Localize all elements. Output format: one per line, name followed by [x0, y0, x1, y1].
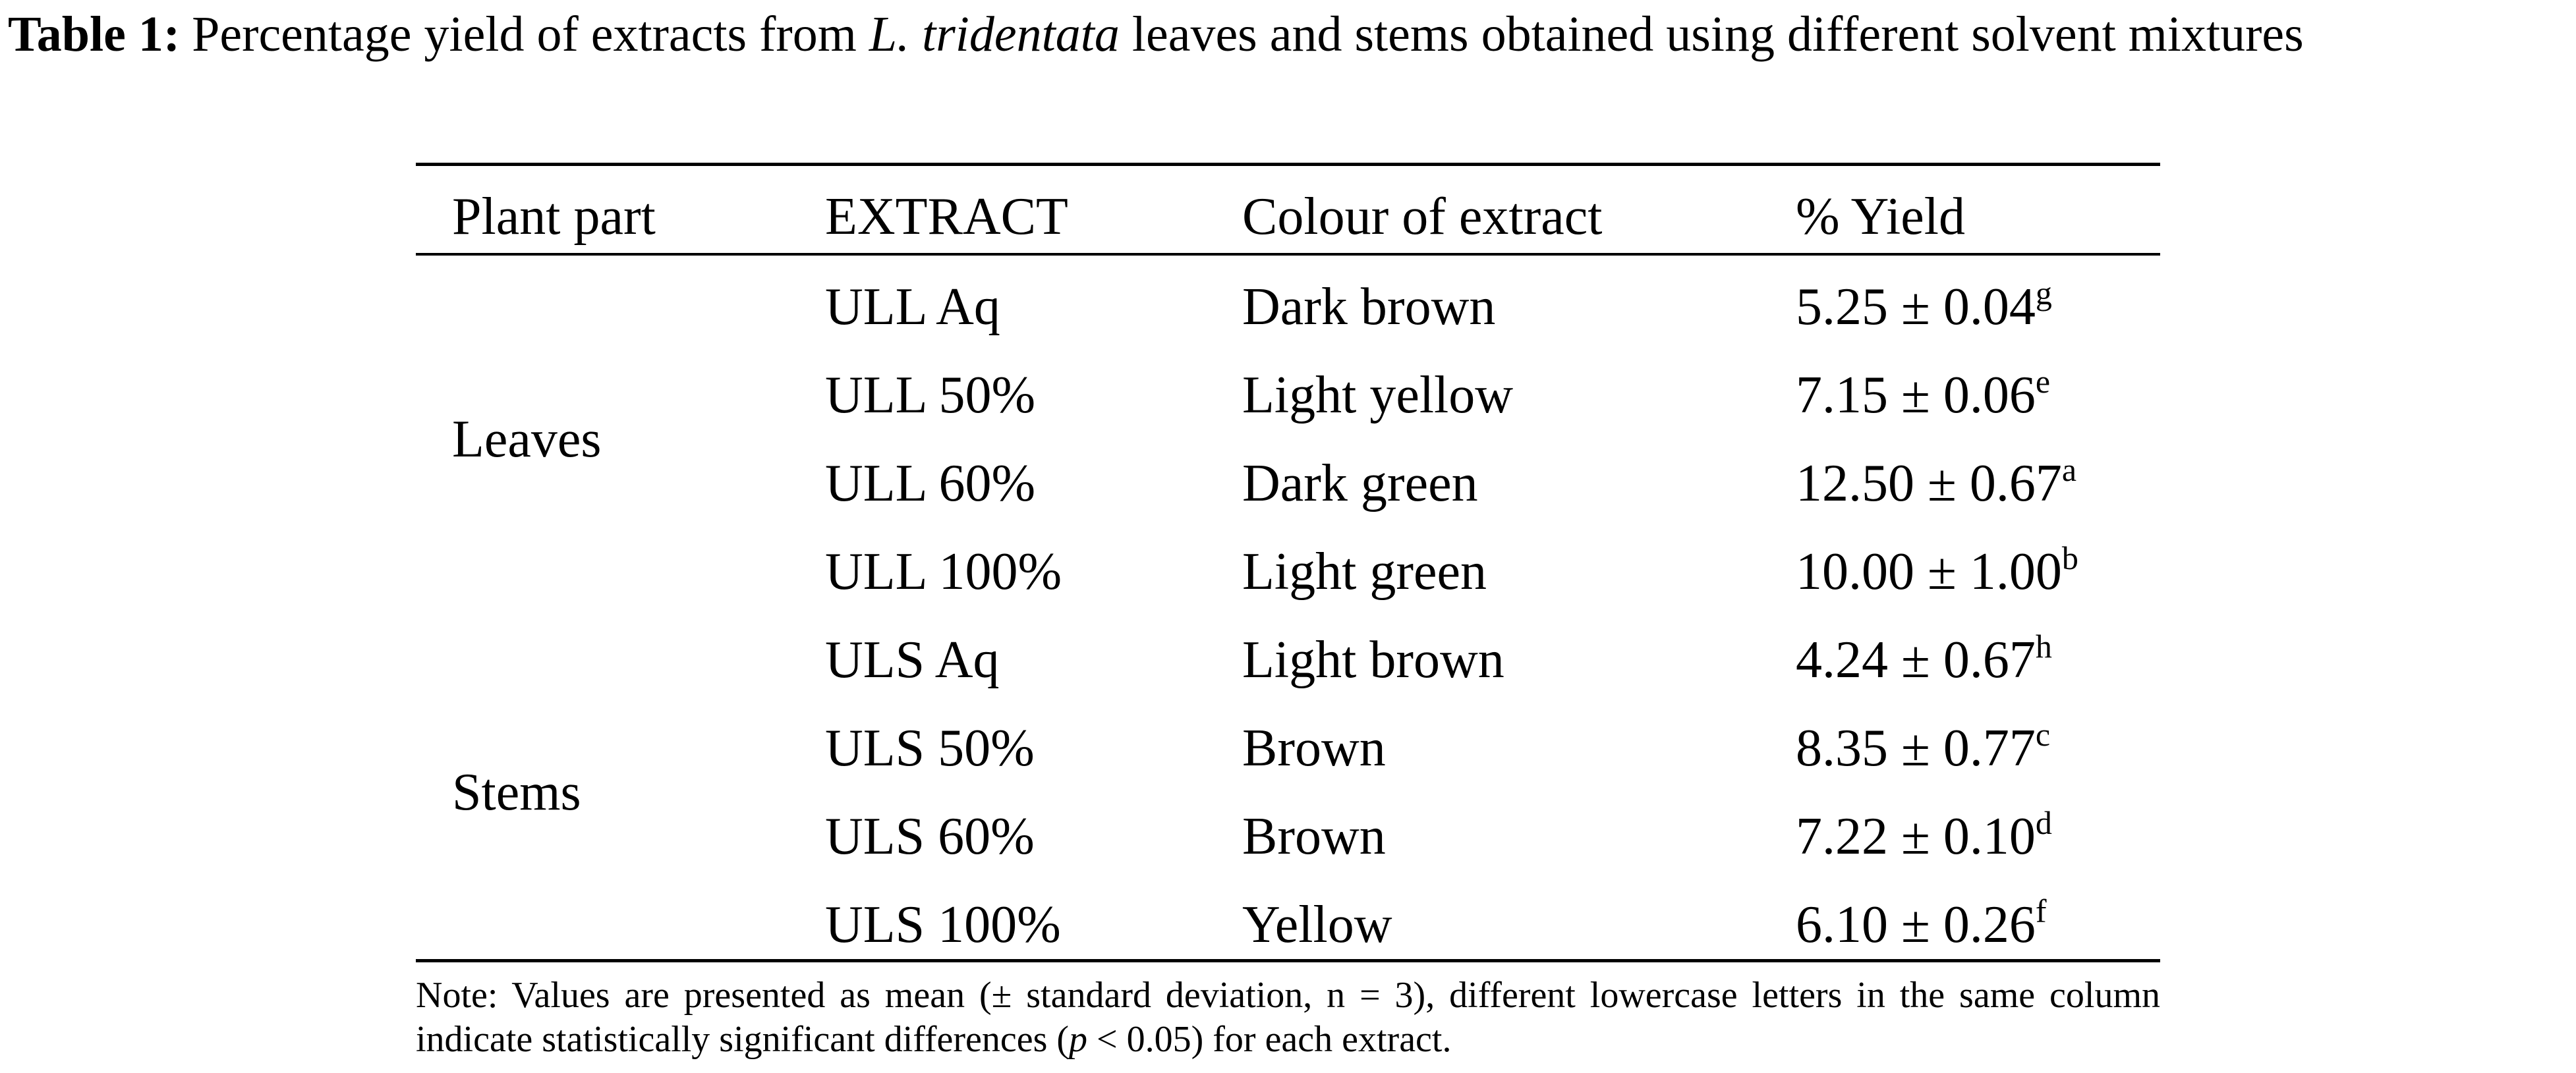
yield-cell: 12.50 ± 0.67a: [1796, 451, 2076, 516]
yield-cell: 4.24 ± 0.67h: [1796, 627, 2052, 693]
colour: Light yellow: [1242, 366, 1514, 424]
yield-cell: 5.25 ± 0.04g: [1796, 274, 2052, 340]
yield-cell: 10.00 ± 1.00b: [1796, 539, 2078, 605]
colour: Brown: [1242, 808, 1386, 866]
plant-part: Stems: [452, 763, 581, 821]
colour: Dark green: [1242, 454, 1478, 512]
yield: 7.22 ± 0.10: [1796, 808, 2036, 866]
yield: 10.00 ± 1.00: [1796, 543, 2062, 601]
yield: 12.50 ± 0.67: [1796, 454, 2062, 512]
extract: ULS Aq: [825, 631, 1000, 689]
yield: 7.15 ± 0.06: [1796, 366, 2036, 424]
note-text: < 0.05) for each extract.: [1087, 1019, 1452, 1060]
significance-letter: b: [2061, 539, 2078, 576]
significance-letter: d: [2035, 804, 2052, 841]
note-p: p: [1069, 1019, 1088, 1060]
plant-part: Leaves: [452, 410, 602, 468]
significance-letter: e: [2035, 363, 2051, 400]
bottom-rule: [416, 959, 2160, 962]
significance-letter: f: [2035, 893, 2047, 929]
header-rule: [416, 253, 2160, 256]
extract: ULL 50%: [825, 366, 1036, 424]
yield: 5.25 ± 0.04: [1796, 278, 2036, 336]
table-note: Note: Values are presented as mean (± st…: [416, 974, 2160, 1062]
column-header: Plant part: [452, 188, 656, 246]
yield: 4.24 ± 0.67: [1796, 631, 2036, 689]
yield: 6.10 ± 0.26: [1796, 896, 2036, 954]
column-header: EXTRACT: [825, 188, 1068, 246]
colour: Light green: [1242, 543, 1487, 601]
colour: Dark brown: [1242, 278, 1496, 336]
significance-letter: h: [2035, 628, 2052, 665]
column-header: Colour of extract: [1242, 188, 1603, 246]
top-rule: [416, 163, 2160, 166]
colour: Yellow: [1242, 896, 1392, 954]
caption: Table 1: Percentage yield of extracts fro…: [8, 0, 2568, 69]
yield: 8.35 ± 0.77: [1796, 719, 2036, 777]
extract: ULS 100%: [825, 896, 1061, 954]
colour: Brown: [1242, 719, 1386, 777]
yield-cell: 7.15 ± 0.06e: [1796, 362, 2050, 428]
column-header: % Yield: [1796, 188, 1965, 246]
caption-text: leaves and stems obtained using differen…: [1119, 7, 2304, 62]
yield-cell: 8.35 ± 0.77c: [1796, 715, 2050, 781]
extract: ULL Aq: [825, 278, 1000, 336]
extract: ULL 60%: [825, 454, 1036, 512]
caption-text: Percentage yield of extracts from: [192, 7, 869, 62]
significance-letter: a: [2061, 451, 2077, 488]
colour: Light brown: [1242, 631, 1504, 689]
extract: ULS 50%: [825, 719, 1035, 777]
yield-cell: 7.22 ± 0.10d: [1796, 804, 2052, 869]
significance-letter: c: [2035, 716, 2051, 753]
yield-cell: 6.10 ± 0.26f: [1796, 892, 2047, 958]
extract: ULL 100%: [825, 543, 1062, 601]
significance-letter: g: [2035, 275, 2052, 312]
note-text: Note: Values are presented as mean (± st…: [416, 975, 2160, 1060]
extract: ULS 60%: [825, 808, 1035, 866]
caption-species: L. tridentata: [869, 7, 1120, 62]
caption-label: Table 1:: [8, 7, 181, 62]
